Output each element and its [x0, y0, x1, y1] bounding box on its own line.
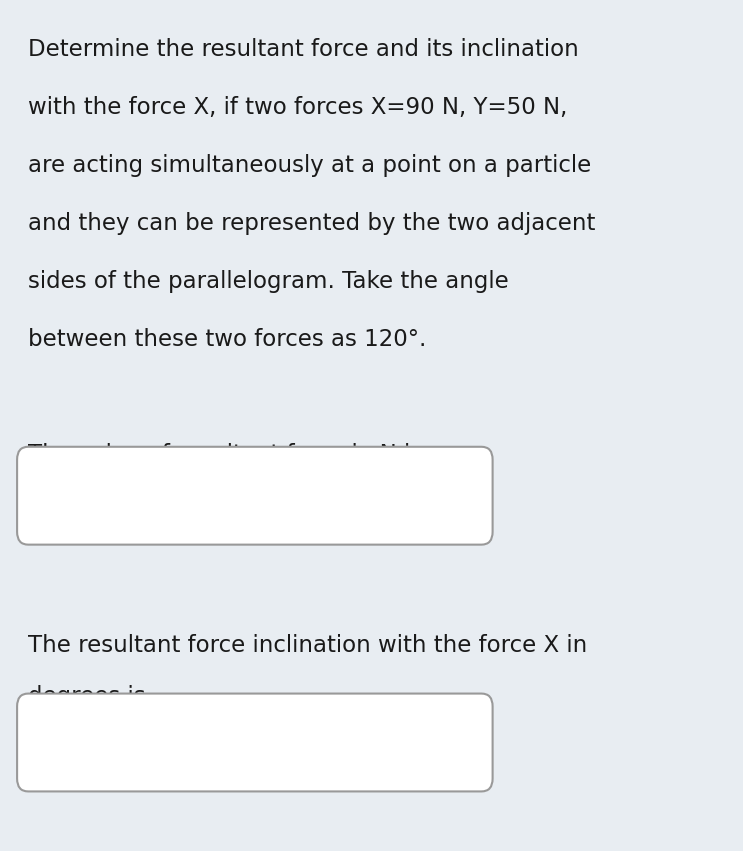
- Text: with the force X, if two forces X=90 N, Y=50 N,: with the force X, if two forces X=90 N, …: [28, 96, 568, 119]
- Text: are acting simultaneously at a point on a particle: are acting simultaneously at a point on …: [28, 154, 591, 177]
- Text: sides of the parallelogram. Take the angle: sides of the parallelogram. Take the ang…: [28, 270, 509, 293]
- Text: The value of resultant force in N is: The value of resultant force in N is: [28, 443, 422, 465]
- Text: degrees is: degrees is: [28, 685, 146, 708]
- Text: between these two forces as 120°.: between these two forces as 120°.: [28, 328, 426, 351]
- Text: Determine the resultant force and its inclination: Determine the resultant force and its in…: [28, 38, 579, 61]
- Text: The resultant force inclination with the force X in: The resultant force inclination with the…: [28, 634, 588, 657]
- Text: and they can be represented by the two adjacent: and they can be represented by the two a…: [28, 212, 596, 235]
- FancyBboxPatch shape: [17, 694, 493, 791]
- FancyBboxPatch shape: [17, 447, 493, 545]
